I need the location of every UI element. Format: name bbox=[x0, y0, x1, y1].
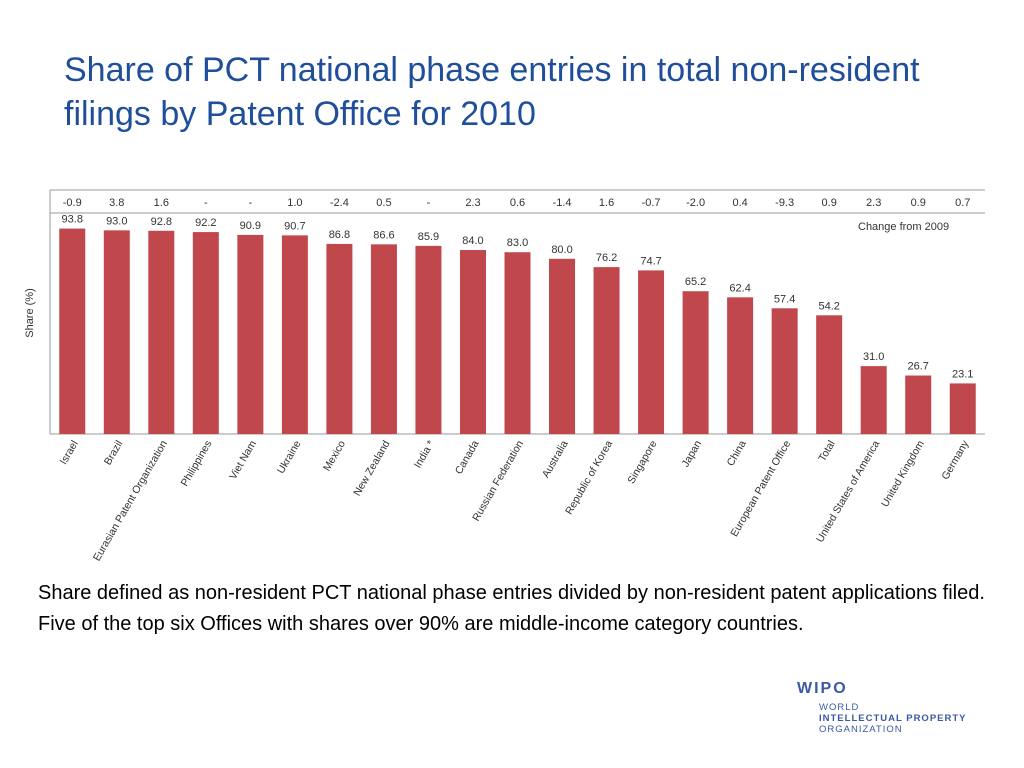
value-labels: 93.8 93.0 92.8 92.2 90.9 90.7 86.8 86.6 85.9 84.0… bbox=[62, 214, 974, 381]
bar bbox=[860, 366, 887, 434]
x-tick-label: Republic of Korea bbox=[563, 438, 615, 516]
change-value-label: 0.5 bbox=[376, 197, 391, 209]
bar bbox=[237, 234, 264, 434]
bar-value-label: 86.6 bbox=[373, 229, 394, 241]
change-value-label: - bbox=[427, 197, 431, 209]
chart-title: Share of PCT national phase entries in t… bbox=[64, 51, 920, 133]
change-value-label: 1.6 bbox=[599, 197, 614, 209]
bar-value-label: 90.7 bbox=[284, 220, 305, 232]
bar-value-label: 57.4 bbox=[774, 293, 795, 305]
y-axis-label: Share (%) bbox=[24, 288, 36, 338]
bar-value-label: 65.2 bbox=[685, 276, 706, 288]
x-tick-label: United Kingdom bbox=[879, 438, 927, 509]
bar bbox=[949, 383, 976, 434]
bar-value-label: 74.7 bbox=[640, 255, 661, 267]
bar-value-label: 90.9 bbox=[240, 220, 261, 232]
change-value-label: -0.7 bbox=[642, 197, 661, 209]
bar bbox=[415, 245, 442, 434]
change-value-label: 2.3 bbox=[465, 197, 480, 209]
x-tick-label: Israel bbox=[58, 439, 81, 467]
change-value-label: 3.8 bbox=[109, 197, 124, 209]
x-tick-label: Australia bbox=[540, 438, 571, 480]
bar bbox=[103, 230, 130, 434]
x-tick-label: Singapore bbox=[625, 438, 659, 486]
bar-chart: Share (%) -0.9 3.8 1.6- -1.0 -2.4 0.5-2.3 0.6-… bbox=[24, 189, 985, 563]
x-tick-label: Russian Federation bbox=[470, 438, 526, 523]
x-tick-label: Canada bbox=[453, 438, 482, 476]
bar-value-label: 92.8 bbox=[151, 216, 172, 228]
bar bbox=[771, 308, 798, 434]
bar bbox=[593, 267, 620, 434]
bar bbox=[59, 228, 86, 434]
x-tick-label: Japan bbox=[679, 438, 704, 469]
x-tick-label: Mexico bbox=[321, 438, 348, 473]
change-value-label: -9.3 bbox=[775, 197, 794, 209]
bar-value-label: 86.8 bbox=[329, 229, 350, 241]
change-row: -0.9 3.8 1.6 - - 1.0 -2.4 0.5 - 2.3 0.6 -1.4 1.6 -0.7… bbox=[63, 197, 971, 209]
x-tick-label: Total bbox=[816, 439, 837, 464]
change-value-label: -2.0 bbox=[686, 197, 705, 209]
bar bbox=[549, 258, 576, 434]
change-value-label: -1.4 bbox=[553, 197, 572, 209]
change-value-label: 2.3 bbox=[866, 197, 881, 209]
change-value-label: -0.9 bbox=[63, 197, 82, 209]
logo-line-2: INTELLECTUAL PROPERTY bbox=[819, 713, 967, 724]
bar bbox=[326, 243, 353, 434]
x-tick-label: China bbox=[725, 438, 749, 468]
bar-value-label: 93.0 bbox=[106, 215, 127, 227]
change-row-label: Change from 2009 bbox=[858, 221, 949, 233]
bar-value-label: 23.1 bbox=[952, 368, 973, 380]
logo-line-3: ORGANIZATION bbox=[819, 724, 903, 735]
x-tick-label: Germany bbox=[939, 438, 971, 482]
change-value-label: 0.9 bbox=[822, 197, 837, 209]
bar-value-label: 92.2 bbox=[195, 217, 216, 229]
bar bbox=[682, 291, 709, 434]
bar bbox=[459, 250, 486, 434]
change-value-label: 1.6 bbox=[154, 197, 169, 209]
change-value-label: 1.0 bbox=[287, 197, 302, 209]
change-value-label: 0.9 bbox=[911, 197, 926, 209]
bar bbox=[148, 230, 175, 434]
bar-value-label: 31.0 bbox=[863, 351, 884, 363]
x-tick-label: Philippines bbox=[179, 439, 215, 489]
bar-value-label: 26.7 bbox=[908, 361, 929, 373]
bar-value-label: 84.0 bbox=[462, 235, 483, 247]
x-tick-label: Ukraine bbox=[275, 438, 304, 475]
bar-value-label: 80.0 bbox=[551, 244, 572, 256]
bar bbox=[905, 375, 932, 434]
bar-series bbox=[59, 228, 976, 434]
bar bbox=[816, 315, 843, 434]
bar bbox=[281, 235, 308, 434]
logo-line-1: WORLD bbox=[819, 702, 860, 713]
slide-caption: Share defined as non-resident PCT nation… bbox=[38, 582, 997, 635]
bar bbox=[638, 270, 665, 434]
logo-name: WIPO bbox=[797, 680, 848, 697]
change-value-label: 0.6 bbox=[510, 197, 525, 209]
change-value-label: 0.7 bbox=[955, 197, 970, 209]
bar bbox=[504, 252, 531, 434]
bar bbox=[370, 244, 397, 434]
change-value-label: 0.4 bbox=[732, 197, 747, 209]
x-tick-label: Brazil bbox=[102, 439, 126, 468]
bar-value-label: 93.8 bbox=[62, 214, 83, 226]
wipo-logo: WIPO WORLD INTELLECTUAL PROPERTY ORGANIZ… bbox=[797, 680, 997, 736]
x-tick-label: Eurasian Patent Organization bbox=[91, 438, 170, 563]
change-value-label: - bbox=[204, 197, 208, 209]
change-value-label: - bbox=[249, 197, 253, 209]
bar bbox=[727, 297, 754, 434]
bar-value-label: 76.2 bbox=[596, 252, 617, 264]
bar-value-label: 83.0 bbox=[507, 237, 528, 249]
bar-value-label: 62.4 bbox=[729, 282, 750, 294]
x-tick-label: Viet Nam bbox=[227, 438, 259, 481]
x-tick-label: India * bbox=[412, 439, 437, 471]
x-tick-label: New Zealand bbox=[351, 438, 392, 498]
bar-value-label: 54.2 bbox=[818, 300, 839, 312]
bar bbox=[192, 232, 219, 434]
change-value-label: -2.4 bbox=[330, 197, 349, 209]
bar-value-label: 85.9 bbox=[418, 231, 439, 243]
